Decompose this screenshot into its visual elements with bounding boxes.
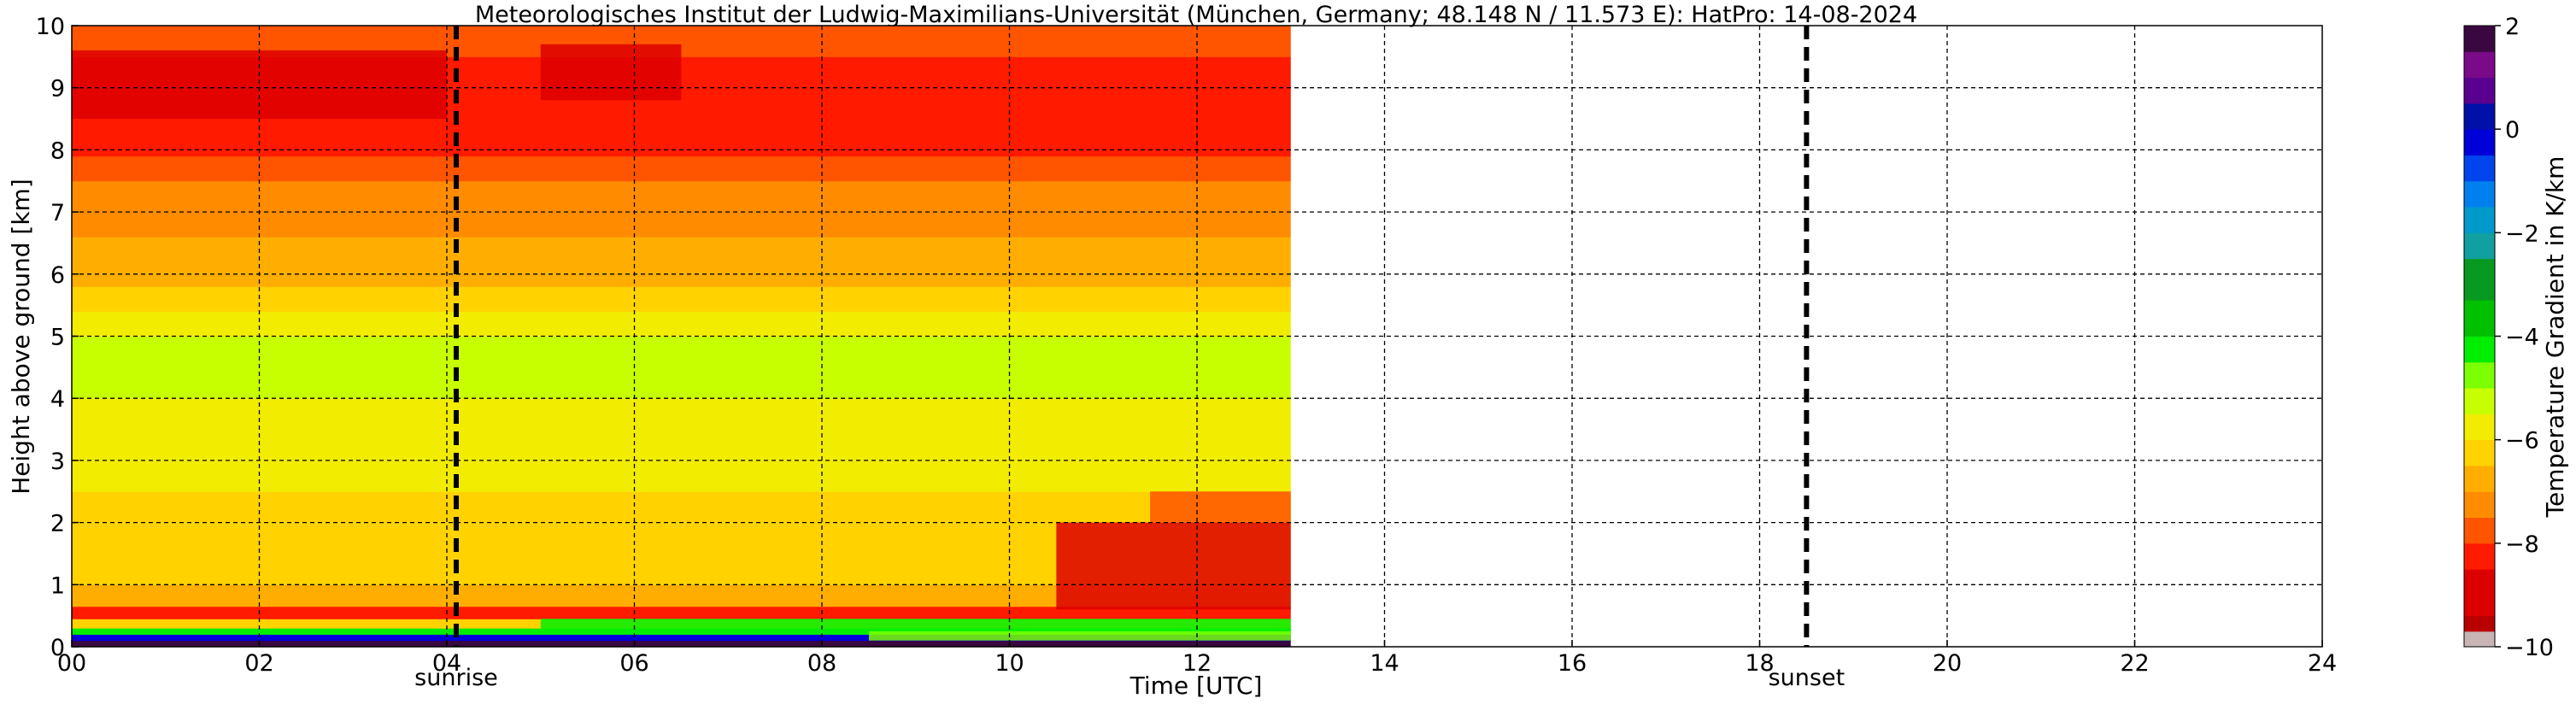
x-tick-label: 12 xyxy=(1182,650,1212,677)
colorbar-tick-label: 2 xyxy=(2505,14,2520,40)
y-tick-label: 10 xyxy=(36,14,65,40)
heatmap-feature xyxy=(868,631,1291,641)
heatmap-feature xyxy=(72,50,447,120)
x-axis-label: Time [UTC] xyxy=(1130,672,1263,700)
colorbar-tick-label: −8 xyxy=(2505,531,2539,558)
x-tick-label: 02 xyxy=(244,650,273,677)
heatmap-feature xyxy=(1056,522,1291,610)
heatmap-layer xyxy=(72,398,1291,431)
y-tick-label: 2 xyxy=(50,511,65,537)
colorbar-segment xyxy=(2464,207,2495,233)
y-tick-label: 1 xyxy=(50,572,65,599)
colorbar-tick-label: −4 xyxy=(2505,325,2539,351)
colorbar-segment xyxy=(2464,615,2495,632)
heatmap-layer xyxy=(72,131,1291,157)
colorbar-segment xyxy=(2464,258,2495,301)
y-axis-label: Height above ground [km] xyxy=(7,179,35,495)
colorbar-segment xyxy=(2464,414,2495,441)
heatmap-layer xyxy=(72,628,1291,635)
x-axis: 00 02 04 06 08 10 12 14 16 18 20 22 24 xyxy=(57,640,2337,677)
grid xyxy=(72,26,2322,647)
y-axis: 0 1 2 3 4 5 6 7 8 9 10 xyxy=(36,14,79,661)
sunset-label: sunset xyxy=(1769,665,1845,691)
colorbar-segment xyxy=(2464,77,2495,104)
heatmap-layer xyxy=(72,634,1291,642)
y-tick-label: 4 xyxy=(50,386,65,413)
x-tick-label: 10 xyxy=(995,650,1024,677)
x-tick-label: 04 xyxy=(432,650,461,677)
x-tick-label: 24 xyxy=(2308,650,2337,677)
x-tick-label: 14 xyxy=(1370,650,1399,677)
colorbar-tick-label: −2 xyxy=(2505,220,2539,247)
colorbar-tick-label: −6 xyxy=(2505,428,2539,455)
colorbar-segment xyxy=(2464,129,2495,155)
colorbar-segment xyxy=(2464,517,2495,544)
colorbar-segment xyxy=(2464,491,2495,519)
heatmap-layer xyxy=(72,286,1291,312)
heatmap-feature xyxy=(540,619,1291,631)
heatmap-layer xyxy=(72,640,1291,647)
event-markers: sunrise sunset xyxy=(414,26,1845,691)
colorbar-segment xyxy=(2464,465,2495,492)
colorbar-segment xyxy=(2464,439,2495,466)
colorbar-segment xyxy=(2464,336,2495,363)
heatmap-layer xyxy=(72,491,1291,524)
colorbar-segment xyxy=(2464,180,2495,208)
x-tick-label: 00 xyxy=(57,650,86,677)
y-tick-label: 7 xyxy=(50,200,65,226)
heatmap-layer xyxy=(72,336,1291,368)
heatmap-layer xyxy=(72,311,1291,337)
x-tick-label: 08 xyxy=(807,650,836,677)
x-tick-label: 22 xyxy=(2120,650,2149,677)
colorbar-tick-label: 0 xyxy=(2505,117,2520,144)
chart-title: Meteorologisches Institut der Ludwig-Max… xyxy=(475,2,1917,28)
colorbar-segment xyxy=(2464,569,2495,617)
sunrise-label: sunrise xyxy=(414,665,498,691)
colorbar-segment xyxy=(2464,26,2495,52)
colorbar-segment xyxy=(2464,300,2495,337)
colorbar-tick-label: −10 xyxy=(2505,635,2554,661)
colorbar-segment xyxy=(2464,631,2495,648)
colorbar-segment xyxy=(2464,361,2495,389)
heatmap xyxy=(72,26,1291,647)
heatmap-layer xyxy=(72,367,1291,399)
y-tick-label: 9 xyxy=(50,76,65,103)
colorbar-label: Temperature Gradient in K/km xyxy=(2541,156,2569,519)
colorbar-segment xyxy=(2464,103,2495,130)
colorbar-frame xyxy=(2463,25,2496,648)
heatmap-layer xyxy=(72,460,1291,492)
y-tick-label: 5 xyxy=(50,325,65,351)
y-tick-label: 6 xyxy=(50,262,65,289)
heatmap-layer xyxy=(72,429,1291,461)
x-tick-label: 20 xyxy=(1933,650,1962,677)
y-tick-label: 3 xyxy=(50,449,65,475)
heatmap-layer xyxy=(72,180,1291,213)
heatmap-layer xyxy=(72,606,1291,619)
heatmap-layer xyxy=(72,212,1291,238)
x-tick-label: 06 xyxy=(619,650,648,677)
colorbar-segment xyxy=(2464,51,2495,79)
y-tick-label: 0 xyxy=(50,635,65,661)
colorbar: 2 0 −2 −4 −6 −8 −10 xyxy=(2464,14,2554,661)
heatmap-layer xyxy=(72,26,1291,39)
colorbar-segment xyxy=(2464,155,2495,182)
colorbar-segment xyxy=(2464,543,2495,570)
y-tick-label: 8 xyxy=(50,138,65,164)
heatmap-layer xyxy=(72,237,1291,262)
heatmap-feature xyxy=(540,44,682,101)
heatmap-layer xyxy=(72,155,1291,182)
x-tick-label: 18 xyxy=(1745,650,1774,677)
x-tick-label: 16 xyxy=(1558,650,1587,677)
colorbar-segment xyxy=(2464,388,2495,414)
colorbar-segment xyxy=(2464,232,2495,260)
heatmap-feature xyxy=(1150,491,1291,523)
